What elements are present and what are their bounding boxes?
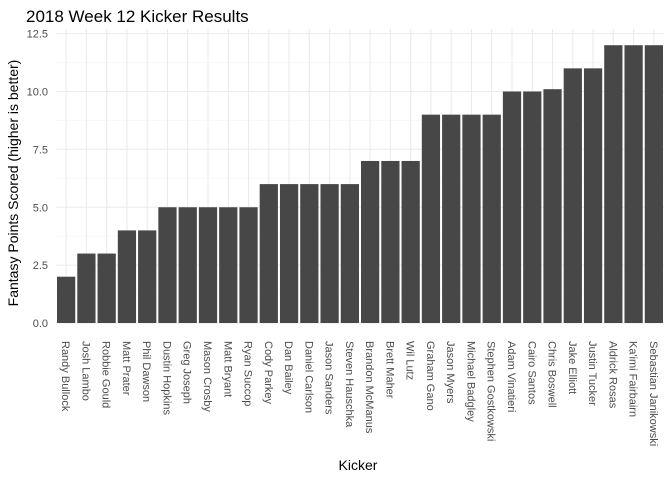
bar-1: [57, 276, 76, 323]
x-tick-label: Graham Gano: [424, 341, 436, 411]
bar-5: [138, 230, 157, 323]
bar-8: [198, 207, 218, 323]
bar-13: [300, 184, 319, 323]
x-tick-label: Matt Bryant: [221, 341, 233, 397]
x-tick-label: Chris Boswell: [546, 341, 558, 408]
x-axis-ticks: Randy Bullock Josh Lambo Robbie Gould Matt …: [59, 341, 659, 446]
x-tick-label: Dustin Hopkins: [160, 341, 172, 415]
bar-21: [462, 114, 481, 324]
bar-22: [482, 114, 501, 324]
bar-6: [158, 207, 177, 323]
x-tick-label: Randy Bullock: [59, 341, 71, 412]
bar-28: [604, 45, 623, 324]
x-tick-label: Brandon McManus: [363, 341, 375, 434]
bar-20: [442, 114, 461, 324]
x-tick-label: Dan Bailey: [282, 341, 294, 395]
x-tick-label: Wil Lutz: [404, 341, 416, 380]
x-tick-label: Michael Badgley: [464, 341, 476, 422]
chart-title: 2018 Week 12 Kicker Results: [26, 7, 249, 26]
bars: [57, 45, 663, 324]
bar-9: [219, 207, 238, 323]
x-tick-label: Aldrick Rosas: [606, 341, 618, 409]
y-tick-label: 10.0: [27, 87, 48, 99]
bar-7: [178, 207, 197, 323]
x-tick-label: Phil Dawson: [140, 341, 152, 402]
x-tick-label: Brett Maher: [383, 341, 395, 399]
x-tick-label: Mason Crosby: [201, 341, 213, 412]
x-tick-label: Stephen Gostkowski: [485, 341, 497, 441]
x-tick-label: Robbie Gould: [100, 341, 112, 408]
bar-14: [320, 184, 339, 323]
bar-12: [279, 184, 299, 323]
y-axis-ticks: 0.0 2.5 5.0 7.5 10.0 12.5: [27, 29, 48, 330]
bar-25: [543, 89, 562, 323]
bar-30: [644, 45, 663, 324]
bar-18: [401, 160, 420, 323]
x-tick-label: Greg Joseph: [181, 341, 193, 404]
bar-29: [624, 45, 643, 324]
bar-23: [502, 91, 522, 323]
y-axis-title: Fantasy Points Scored (higher is better): [5, 60, 21, 307]
bar-15: [340, 184, 359, 323]
x-axis-title: Kicker: [339, 457, 378, 473]
bar-19: [421, 114, 441, 324]
bar-27: [583, 68, 603, 323]
y-tick-label: 2.5: [33, 260, 48, 272]
y-tick-label: 12.5: [27, 29, 48, 41]
x-tick-label: Jason Sanders: [323, 341, 335, 415]
x-tick-label: Justin Tucker: [586, 341, 598, 406]
bar-17: [381, 160, 400, 323]
bar-26: [563, 68, 582, 323]
x-tick-label: Sebastian Janikowski: [647, 341, 659, 446]
x-tick-label: Adam Vinatieri: [505, 341, 517, 412]
bar-11: [259, 184, 278, 323]
x-tick-label: Cairo Santos: [525, 341, 537, 405]
bar-16: [361, 160, 380, 323]
x-tick-label: Jake Elliott: [566, 341, 578, 394]
x-tick-label: Ka'imi Fairbairn: [627, 341, 639, 417]
x-tick-label: Daniel Carlson: [302, 341, 314, 413]
bar-4: [117, 230, 137, 323]
bar-3: [97, 253, 116, 323]
x-tick-label: Ryan Succop: [242, 341, 254, 406]
x-tick-label: Jason Myers: [444, 341, 456, 404]
y-tick-label: 0.0: [33, 318, 48, 330]
bar-2: [77, 253, 96, 323]
x-tick-label: Josh Lambo: [79, 341, 91, 401]
bar-10: [239, 207, 258, 323]
x-tick-label: Matt Prater: [120, 341, 132, 396]
y-tick-label: 7.5: [33, 144, 48, 156]
bar-24: [523, 91, 542, 323]
x-tick-label: Steven Hauschka: [343, 341, 355, 428]
x-tick-label: Cody Parkey: [262, 341, 274, 404]
y-tick-label: 5.0: [33, 202, 48, 214]
